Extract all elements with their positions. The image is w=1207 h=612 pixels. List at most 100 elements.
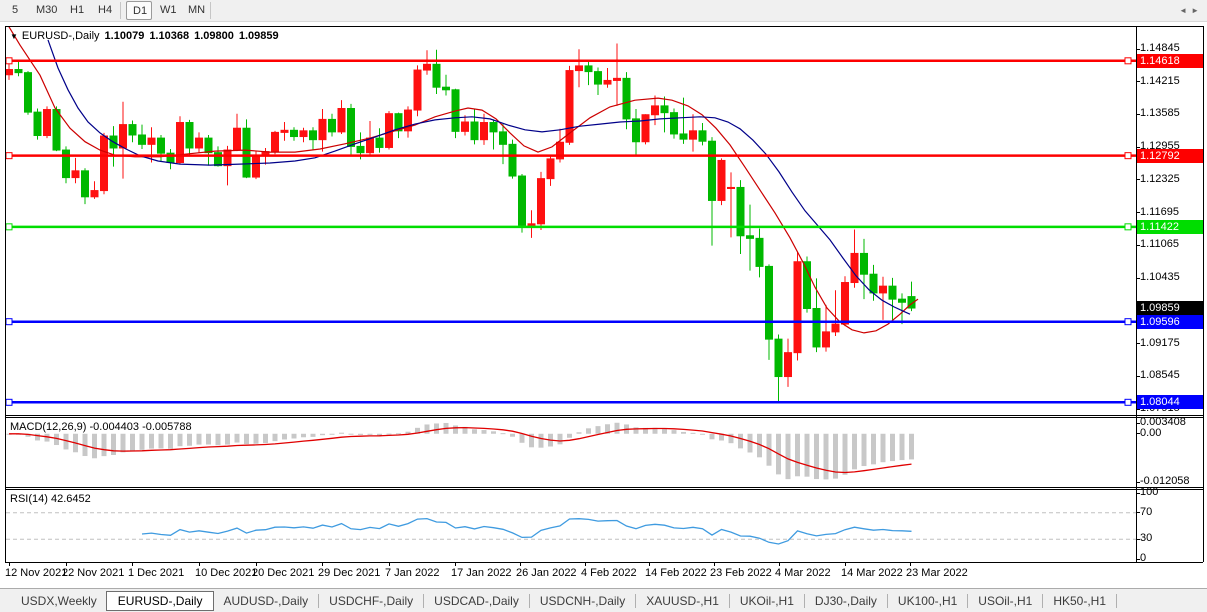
tab-dj30-daily[interactable]: DJ30-,Daily	[814, 593, 877, 608]
date-tick-mark	[199, 562, 200, 566]
macd-histogram-bar	[225, 433, 230, 445]
tab-usdx-weekly[interactable]: USDX,Weekly	[21, 593, 97, 608]
tab-usdcnh-daily[interactable]: USDCNH-,Daily	[539, 593, 626, 608]
candle-body	[356, 145, 365, 154]
timeframe-button-5[interactable]: 5	[11, 4, 19, 16]
candle-body	[831, 323, 840, 333]
tab-uk100-h1[interactable]: UK100-,H1	[897, 593, 958, 608]
line-handle[interactable]	[5, 152, 13, 160]
macd-histogram-bar	[234, 433, 240, 443]
date-tick-mark	[649, 562, 650, 566]
toolbar-separator	[210, 2, 211, 19]
macd-histogram-bar	[700, 433, 705, 435]
candle-body	[223, 149, 232, 167]
macd-histogram-bar	[795, 433, 800, 477]
line-handle[interactable]	[1124, 223, 1132, 231]
rsi-tick-mark	[1136, 558, 1140, 560]
tab-eurusd-daily[interactable]: EURUSD-,Daily	[105, 590, 215, 611]
tab-separator	[423, 593, 425, 608]
date-tick-mark	[256, 562, 257, 566]
macd-indicator-label: MACD(12,26,9) -0.004403 -0.005788	[10, 421, 192, 433]
ohlc-close: 1.09859	[238, 30, 279, 42]
line-handle[interactable]	[5, 223, 13, 231]
date-tick-label: 1 Dec 2021	[128, 567, 185, 579]
candle-body	[24, 72, 32, 113]
price-tick-mark	[1136, 146, 1140, 148]
price-tick-mark	[1136, 212, 1140, 214]
date-tick-label: 4 Feb 2022	[581, 567, 637, 579]
macd-histogram-bar	[747, 433, 753, 453]
candle-body	[822, 331, 830, 348]
date-tick-label: 10 Dec 2021	[195, 567, 258, 579]
macd-histogram-bar	[662, 428, 667, 434]
candle-body	[622, 77, 631, 120]
tab-usoil-h1[interactable]: USOil-,H1	[978, 593, 1033, 608]
date-tick-mark	[520, 562, 521, 566]
macd-histogram-bar	[529, 433, 534, 448]
timeframe-button-w1[interactable]: W1	[160, 4, 177, 16]
candle-body	[337, 107, 346, 133]
frame-border	[5, 26, 6, 562]
rsi-tick-label: 30	[1140, 532, 1153, 545]
candle-body	[632, 118, 640, 143]
macd-histogram-bar	[871, 433, 876, 465]
price-tick-mark	[1136, 375, 1140, 377]
line-handle[interactable]	[5, 57, 13, 65]
timeframe-button-m30[interactable]: M30	[36, 4, 58, 16]
candle-body	[613, 77, 621, 81]
candle-body	[6, 69, 13, 76]
macd-histogram-bar	[196, 433, 202, 445]
tab-scroll-arrows[interactable]: ◄►	[1179, 6, 1203, 15]
tab-hk50-h1[interactable]: HK50-,H1	[1053, 593, 1106, 608]
frame-border	[5, 417, 1203, 418]
candle-body	[717, 159, 726, 201]
tab-usdchf-daily[interactable]: USDCHF-,Daily	[329, 593, 414, 608]
line-handle[interactable]	[1124, 152, 1132, 160]
timeframe-button-h4[interactable]: H4	[98, 4, 113, 16]
line-handle[interactable]	[1124, 57, 1132, 65]
candle-body	[413, 69, 422, 111]
macd-histogram-bar	[244, 433, 249, 445]
macd-histogram-bar	[510, 433, 515, 437]
macd-tick-mark	[1136, 481, 1140, 483]
candle-body	[461, 121, 469, 132]
candle-body	[784, 352, 792, 378]
ohlc-open: 1.10079	[104, 30, 145, 42]
line-handle[interactable]	[1124, 318, 1132, 326]
price-tick-mark	[1136, 113, 1140, 115]
chart-canvas[interactable]	[0, 0, 1207, 590]
candle-body	[793, 261, 802, 354]
macd-histogram-bar	[652, 427, 658, 434]
symbol-dropdown-icon[interactable]: ▼	[10, 32, 18, 41]
line-handle[interactable]	[5, 318, 13, 326]
macd-histogram-bar	[386, 433, 392, 435]
timeframe-button-mn[interactable]: MN	[188, 4, 206, 16]
candle-body	[774, 338, 783, 378]
macd-histogram-bar	[462, 426, 468, 434]
macd-histogram-bar	[728, 433, 734, 444]
line-handle[interactable]	[1124, 398, 1132, 406]
line-handle[interactable]	[5, 398, 13, 406]
candle-body	[252, 154, 260, 178]
macd-histogram-bar	[472, 429, 477, 434]
candle-body	[907, 296, 916, 309]
tab-audusd-daily[interactable]: AUDUSD-,Daily	[223, 593, 309, 608]
macd-histogram-bar	[130, 433, 135, 451]
tab-usdcad-daily[interactable]: USDCAD-,Daily	[434, 593, 519, 608]
date-tick-mark	[132, 562, 133, 566]
macd-histogram-bar	[738, 433, 743, 449]
macd-layer	[6, 422, 914, 480]
date-tick-label: 12 Nov 2021	[5, 567, 68, 579]
date-tick-label: 14 Feb 2022	[645, 567, 707, 579]
macd-histogram-bar	[101, 433, 107, 457]
candle-body	[869, 273, 878, 294]
price-tick-label: 1.11695	[1140, 205, 1179, 218]
macd-histogram-bar	[643, 427, 648, 434]
tab-xauusd-h1[interactable]: XAUUSD-,H1	[646, 593, 719, 608]
macd-histogram-bar	[329, 433, 335, 435]
timeframe-button-d1[interactable]: D1	[126, 1, 152, 20]
tab-ukoil-h1[interactable]: UKOil-,H1	[739, 593, 794, 608]
timeframe-button-h1[interactable]: H1	[70, 4, 85, 16]
ma-slow-line	[47, 39, 911, 315]
